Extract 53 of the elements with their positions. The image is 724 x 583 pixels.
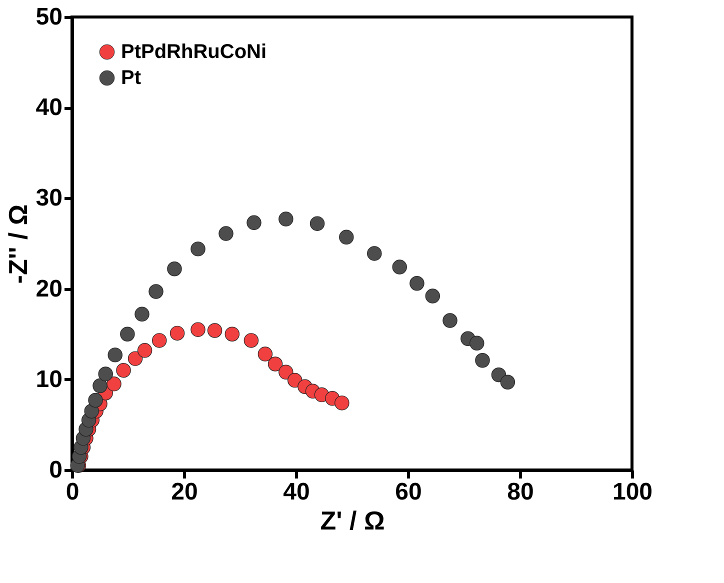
y-tick-label: 0 (49, 456, 62, 484)
point (334, 396, 350, 410)
point (190, 322, 206, 337)
point (425, 288, 440, 304)
point (442, 313, 458, 328)
point (244, 333, 259, 348)
y-axis-title: -Z'' / Ω (2, 204, 33, 284)
point (258, 346, 273, 362)
point (339, 230, 354, 245)
x-tick-label: 0 (66, 478, 80, 506)
point (167, 262, 182, 276)
point (246, 215, 262, 230)
point (152, 333, 167, 348)
point (190, 242, 206, 256)
point (410, 276, 424, 291)
x-tick-label: 100 (612, 478, 653, 506)
point (268, 356, 283, 372)
x-axis-title: Z' / Ω (320, 506, 385, 536)
point (218, 226, 234, 241)
point (170, 326, 185, 341)
point (310, 216, 325, 231)
point (116, 362, 131, 378)
point (120, 326, 135, 342)
y-tick-label: 30 (36, 184, 62, 212)
y-tick-label: 40 (36, 94, 62, 122)
point (128, 351, 143, 366)
point (278, 364, 294, 380)
y-tick-label: 50 (36, 4, 62, 30)
x-tick-label: 60 (395, 478, 422, 506)
point (288, 372, 302, 388)
point (106, 376, 122, 392)
point (367, 246, 382, 261)
legend-label: PtPdRhRuCoNi (121, 41, 267, 63)
x-tick-label: 20 (171, 478, 198, 506)
point (207, 323, 222, 338)
x-tick-label: 40 (283, 478, 310, 506)
point (108, 348, 122, 362)
point (278, 212, 294, 226)
point (134, 306, 150, 322)
point (470, 336, 484, 351)
x-tick-label: 80 (507, 478, 534, 506)
point (392, 260, 407, 274)
point (88, 392, 103, 408)
point (98, 366, 113, 382)
point (137, 343, 152, 358)
point (224, 326, 240, 342)
point (92, 378, 108, 394)
y-tick-label: 20 (36, 275, 62, 302)
point (500, 374, 516, 390)
point (148, 284, 164, 299)
y-tick-label: 10 (36, 366, 62, 393)
point (475, 353, 490, 368)
legend-label: Pt (121, 67, 142, 89)
